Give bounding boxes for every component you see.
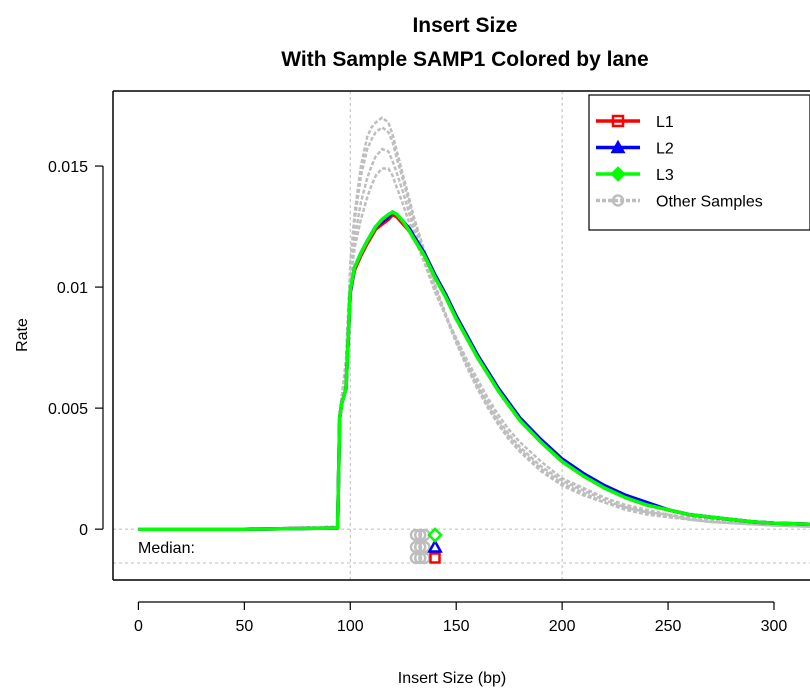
median-label: Median: <box>138 540 195 557</box>
legend-marker-1 <box>610 139 626 154</box>
legend: L1 L2 L3 Other Samples <box>588 94 810 231</box>
series-line-l2 <box>138 210 810 531</box>
plot-area <box>138 116 810 531</box>
x-tick-label: 100 <box>337 618 364 635</box>
x-tick-label: 250 <box>655 618 682 635</box>
x-tick-label: 50 <box>235 618 253 635</box>
x-axis: 0 50 100 150 200 250 300 <box>134 601 788 635</box>
chart-subtitle: With Sample SAMP1 Colored by lane <box>281 48 648 71</box>
y-tick-label: 0 <box>79 522 88 539</box>
chart-title: Insert Size <box>412 14 517 37</box>
legend-marker-2 <box>610 166 626 182</box>
y-tick-label: 0.01 <box>57 280 88 297</box>
legend-box <box>588 94 810 231</box>
median-marker-other-1-1 <box>409 528 423 542</box>
legend-marker-3 <box>611 194 625 207</box>
y-axis: 0 0.005 0.01 0.015 <box>48 159 104 539</box>
x-tick-label: 0 <box>134 618 143 635</box>
median-marker-other-2-3 <box>413 551 427 565</box>
median-marker-l3 <box>427 527 443 543</box>
legend-label: L2 <box>656 141 674 158</box>
legend-label: L1 <box>656 114 674 131</box>
series-line-l1 <box>138 212 810 531</box>
median-marker-l1 <box>429 552 441 564</box>
x-tick-label: 150 <box>443 618 470 635</box>
median-marker-other-2-1 <box>413 528 427 542</box>
y-axis-label: Rate <box>14 318 31 352</box>
other-sample-line-3 <box>138 147 810 531</box>
median-marker-other-1-3 <box>409 551 423 565</box>
legend-label: Other Samples <box>656 194 763 211</box>
legend-label: L3 <box>656 167 674 184</box>
y-tick-label: 0.015 <box>48 159 88 176</box>
series-line-l3 <box>138 210 810 531</box>
x-tick-label: 300 <box>761 618 788 635</box>
other-sample-line-4 <box>138 167 810 531</box>
y-tick-label: 0.005 <box>48 401 88 418</box>
x-tick-label: 200 <box>549 618 576 635</box>
legend-marker-0 <box>611 114 625 128</box>
median-marker-l2 <box>427 538 443 553</box>
x-axis-label: Insert Size (bp) <box>398 670 506 687</box>
median-markers <box>409 527 443 565</box>
